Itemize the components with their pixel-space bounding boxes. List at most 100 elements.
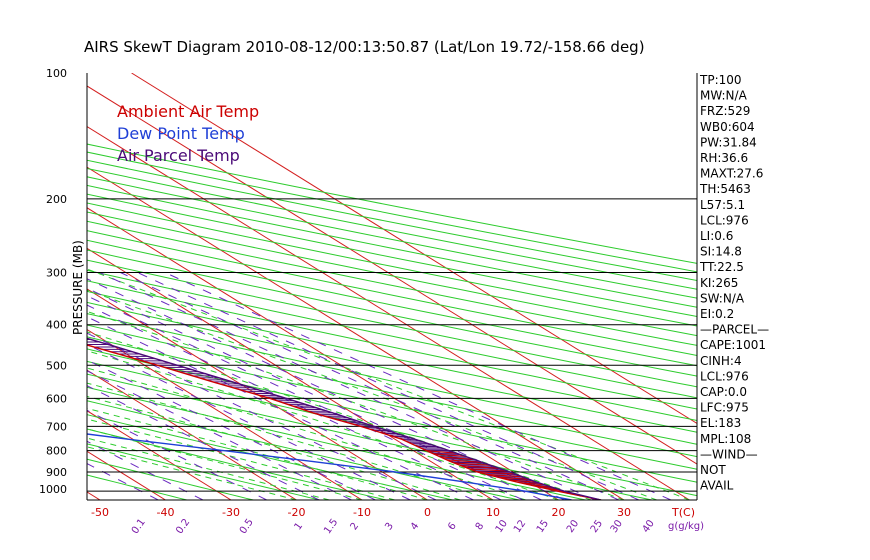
chart-title: AIRS SkewT Diagram 2010-08-12/00:13:50.8…	[84, 38, 645, 56]
dry-adiabat-line	[87, 184, 697, 308]
mixing-ratio-line	[87, 295, 524, 500]
sounding-index-item: AVAIL	[700, 479, 734, 493]
mixing-ratio-line	[99, 272, 596, 500]
dry-adiabat-line	[87, 301, 697, 433]
pressure-tick-label: 900	[46, 466, 67, 479]
moist-adiabat-line	[87, 350, 559, 500]
mixing-ratio-line	[87, 385, 320, 500]
pressure-tick-label: 100	[46, 67, 67, 80]
sounding-index-item: CAP:0.0	[700, 385, 747, 399]
dry-adiabat-line	[87, 167, 697, 290]
sounding-index-item: MPL:108	[700, 432, 751, 446]
pressure-tick-label: 400	[46, 319, 67, 332]
mixing-ratio-line	[87, 343, 411, 500]
dry-adiabat-line	[87, 269, 697, 399]
bottom-temp-tick-label: -20	[288, 506, 306, 519]
dry-adiabat-line	[87, 428, 387, 500]
dry-adiabat-line	[87, 360, 697, 497]
bottom-temp-tick-label: 0	[424, 506, 431, 519]
x-axis-label: T(C)	[671, 506, 695, 519]
mixing-ratio-line	[87, 316, 474, 500]
sounding-index-item: SI:14.8	[700, 245, 742, 259]
mixing-ratio-tick-label: 12	[512, 518, 528, 535]
sounding-index-item: LCL:976	[700, 213, 749, 227]
dry-adiabat-line	[87, 336, 697, 470]
air-parcel-temp-line	[87, 337, 602, 500]
isotherm-line	[87, 85, 697, 465]
mixing-ratio-line	[87, 287, 542, 500]
sounding-index-item: —PARCEL—	[700, 323, 769, 337]
mixing-ratio-line	[164, 272, 672, 500]
mixing-ratio-axis-label: g(g/kg)	[668, 521, 704, 532]
bottom-temp-tick-label: 30	[617, 506, 631, 519]
sounding-index-item: TT:22.5	[699, 260, 744, 274]
ambient-air-temp-line	[87, 344, 602, 500]
dry-adiabat-line	[87, 313, 697, 445]
moist-adiabat-line	[87, 395, 461, 500]
mixing-ratio-tick-label: 4	[409, 521, 422, 533]
moist-adiabat-line	[87, 310, 625, 500]
mixing-ratio-tick-label: 1	[293, 521, 306, 533]
pressure-tick-label: 700	[46, 420, 67, 433]
bottom-temp-tick-label: -40	[157, 506, 175, 519]
hatch-line	[433, 453, 466, 457]
sounding-index-item: EI:0.2	[700, 307, 734, 321]
sounding-index-item: LFC:975	[700, 401, 749, 415]
moist-adiabat-line	[87, 289, 657, 500]
isotherm-line	[87, 491, 101, 500]
dry-adiabat-line	[87, 324, 697, 458]
mixing-ratio-tick-label: 0.2	[174, 517, 192, 536]
sounding-index-item: TP:100	[699, 73, 742, 87]
mixing-ratio-tick-label: 15	[535, 518, 551, 535]
dry-adiabat-line	[87, 202, 697, 327]
hatch-line	[476, 471, 516, 475]
bottom-temp-tick-label: -50	[91, 506, 109, 519]
mixing-ratio-tick-label: 0.5	[238, 517, 256, 536]
sounding-index-item: MAXT:27.6	[700, 167, 763, 181]
isotherm-line	[87, 369, 297, 500]
hatch-line	[497, 476, 530, 481]
bottom-temp-tick-label: 10	[486, 506, 500, 519]
isotherm-line	[87, 166, 625, 500]
dry-adiabat-line	[87, 143, 697, 264]
sounding-index-item: LCL:976	[700, 369, 749, 383]
sounding-index-item: FRZ:529	[700, 104, 750, 118]
hatch-line	[440, 456, 475, 460]
dry-adiabat-line	[87, 220, 697, 346]
sounding-index-item: —WIND—	[700, 447, 758, 461]
pressure-tick-label: 200	[46, 193, 67, 206]
moist-adiabat-line	[87, 428, 363, 500]
dry-adiabat-line	[87, 386, 586, 500]
pressure-tick-label: 600	[46, 392, 67, 405]
dry-adiabat-line	[87, 239, 697, 367]
dry-adiabat-line	[87, 373, 653, 500]
bottom-temp-tick-label: -10	[353, 506, 371, 519]
bottom-temp-tick-label: -30	[222, 506, 240, 519]
dry-adiabat-line	[87, 280, 697, 410]
isotherm-line	[87, 288, 428, 500]
legend-ambient-air-temp: Ambient Air Temp	[117, 102, 259, 121]
isotherm-line	[87, 328, 363, 500]
isotherm-line	[87, 125, 690, 500]
dry-adiabat-line	[87, 348, 697, 483]
hatch-line	[508, 479, 537, 483]
background-grid	[0, 73, 697, 500]
mixing-ratio-tick-label: 8	[474, 521, 487, 533]
profile-lines	[87, 337, 602, 500]
mixing-ratio-line	[120, 272, 620, 500]
dew-point-temp-line	[87, 433, 572, 500]
sounding-index-item: NOT	[700, 463, 726, 477]
legend: Ambient Air Temp Dew Point Temp Air Parc…	[117, 102, 259, 165]
hatch-line	[426, 450, 457, 454]
mixing-ratio-line	[87, 304, 502, 500]
mixing-ratio-line	[137, 272, 640, 500]
isotherm-line	[131, 73, 697, 425]
isotherm-line	[0, 73, 35, 500]
dry-adiabat-line	[87, 458, 254, 500]
sounding-index-item: EL:183	[700, 416, 741, 430]
legend-air-parcel-temp: Air Parcel Temp	[117, 146, 240, 165]
legend-dew-point-temp: Dew Point Temp	[117, 124, 245, 143]
dry-adiabat-line	[87, 151, 697, 273]
pressure-tick-label: 500	[46, 359, 67, 372]
